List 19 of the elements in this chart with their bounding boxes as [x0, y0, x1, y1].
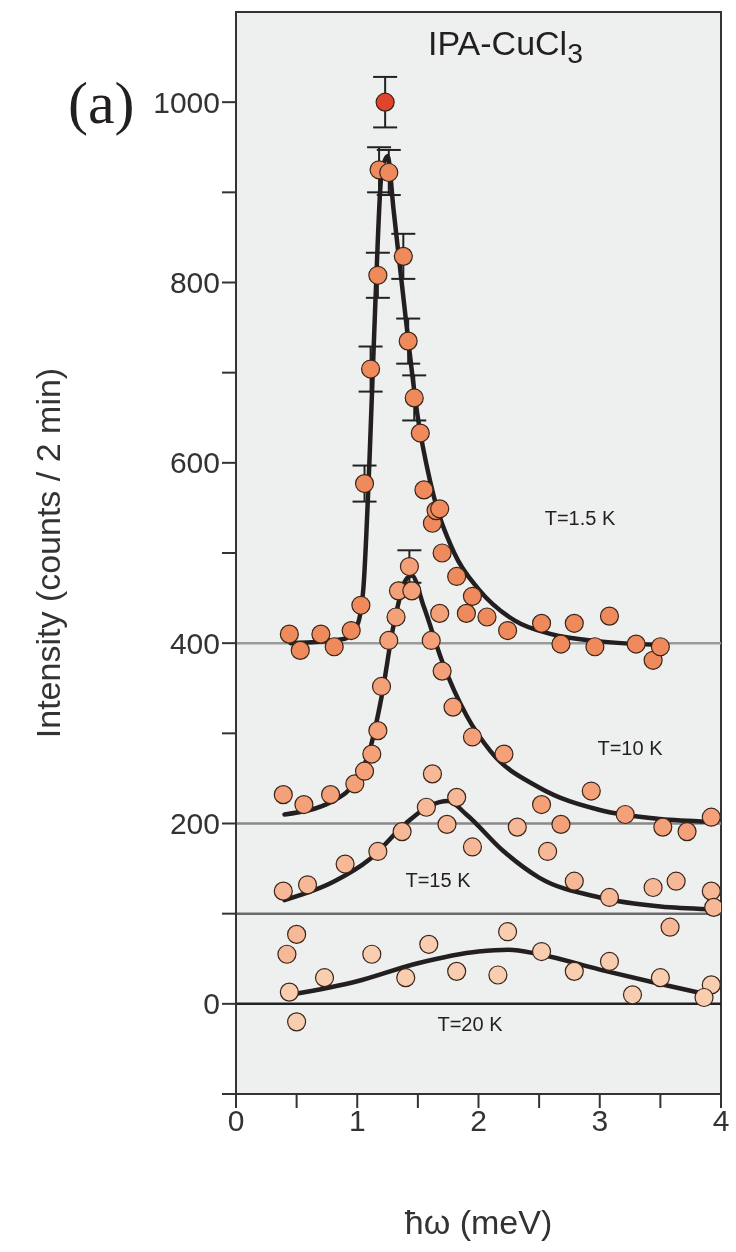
y-tick-label: 200	[169, 807, 220, 841]
x-tick-label: 4	[712, 1104, 730, 1138]
annotation: T=15 K	[405, 869, 471, 891]
y-tick-label: 1000	[153, 85, 220, 119]
x-axis-title: ħω (meV)	[404, 1203, 553, 1241]
x-tick-label: 3	[591, 1104, 609, 1138]
y-tick-label: 600	[169, 446, 220, 480]
x-tick-label: 2	[470, 1104, 487, 1138]
y-tick-label: 400	[169, 626, 220, 660]
x-tick-label: 0	[227, 1104, 245, 1138]
y-axis-title: Intensity (counts / 2 min)	[29, 367, 68, 739]
annotation: IPA-CuCl$_{3}$	[428, 24, 583, 69]
y-tick-label: 0	[203, 987, 220, 1021]
x-tick-label: 1	[348, 1104, 366, 1138]
text: (a)	[68, 70, 135, 136]
annotation: T=1.5 K	[544, 507, 616, 529]
annotation: T=10 K	[597, 737, 663, 759]
annotation: T=20 K	[437, 1013, 503, 1035]
y-tick-label: 800	[169, 266, 220, 300]
